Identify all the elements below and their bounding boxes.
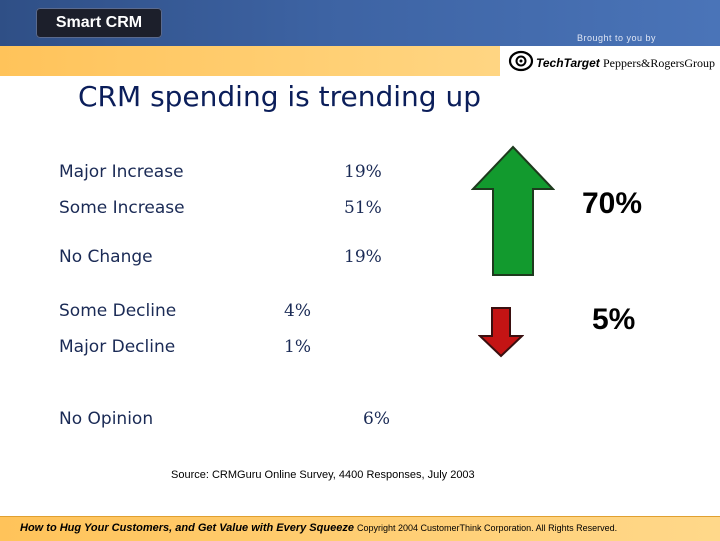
row-value-some-increase: 51% (344, 198, 382, 218)
slide-title: CRM spending is trending up (78, 80, 481, 113)
logo-text: Smart CRM (55, 14, 143, 31)
decline-arrow-down-icon (478, 307, 524, 358)
increase-total: 70% (582, 187, 643, 220)
peppers-rogers-logo: Peppers&RogersGroup (603, 56, 715, 70)
source-note: Source: CRMGuru Online Survey, 4400 Resp… (171, 469, 475, 481)
row-label-some-decline: Some Decline (59, 301, 177, 321)
row-label-major-increase: Major Increase (59, 162, 184, 182)
row-label-no-change: No Change (59, 247, 153, 267)
techtarget-eye-icon (508, 50, 534, 72)
footer-text: How to Hug Your Customers, and Get Value… (20, 522, 617, 534)
footer-copyright: Copyright 2004 CustomerThink Corporation… (357, 523, 618, 533)
decline-total: 5% (592, 303, 636, 336)
footer-tagline: How to Hug Your Customers, and Get Value… (20, 522, 354, 534)
row-value-no-change: 19% (344, 247, 382, 267)
row-value-major-decline: 1% (284, 337, 311, 357)
techtarget-logo: TechTarget (536, 56, 600, 70)
brought-to-you-by: Brought to you by (577, 33, 657, 43)
row-label-major-decline: Major Decline (59, 337, 176, 357)
footer-bar: How to Hug Your Customers, and Get Value… (0, 516, 720, 541)
row-label-some-increase: Some Increase (59, 198, 185, 218)
sponsor-area (500, 46, 720, 76)
row-value-major-increase: 19% (344, 162, 382, 182)
smart-crm-logo: Smart CRM (36, 8, 162, 38)
increase-arrow-up-icon (471, 145, 555, 276)
row-value-no-opinion: 6% (363, 409, 390, 429)
row-value-some-decline: 4% (284, 301, 311, 321)
row-label-no-opinion: No Opinion (59, 409, 154, 429)
